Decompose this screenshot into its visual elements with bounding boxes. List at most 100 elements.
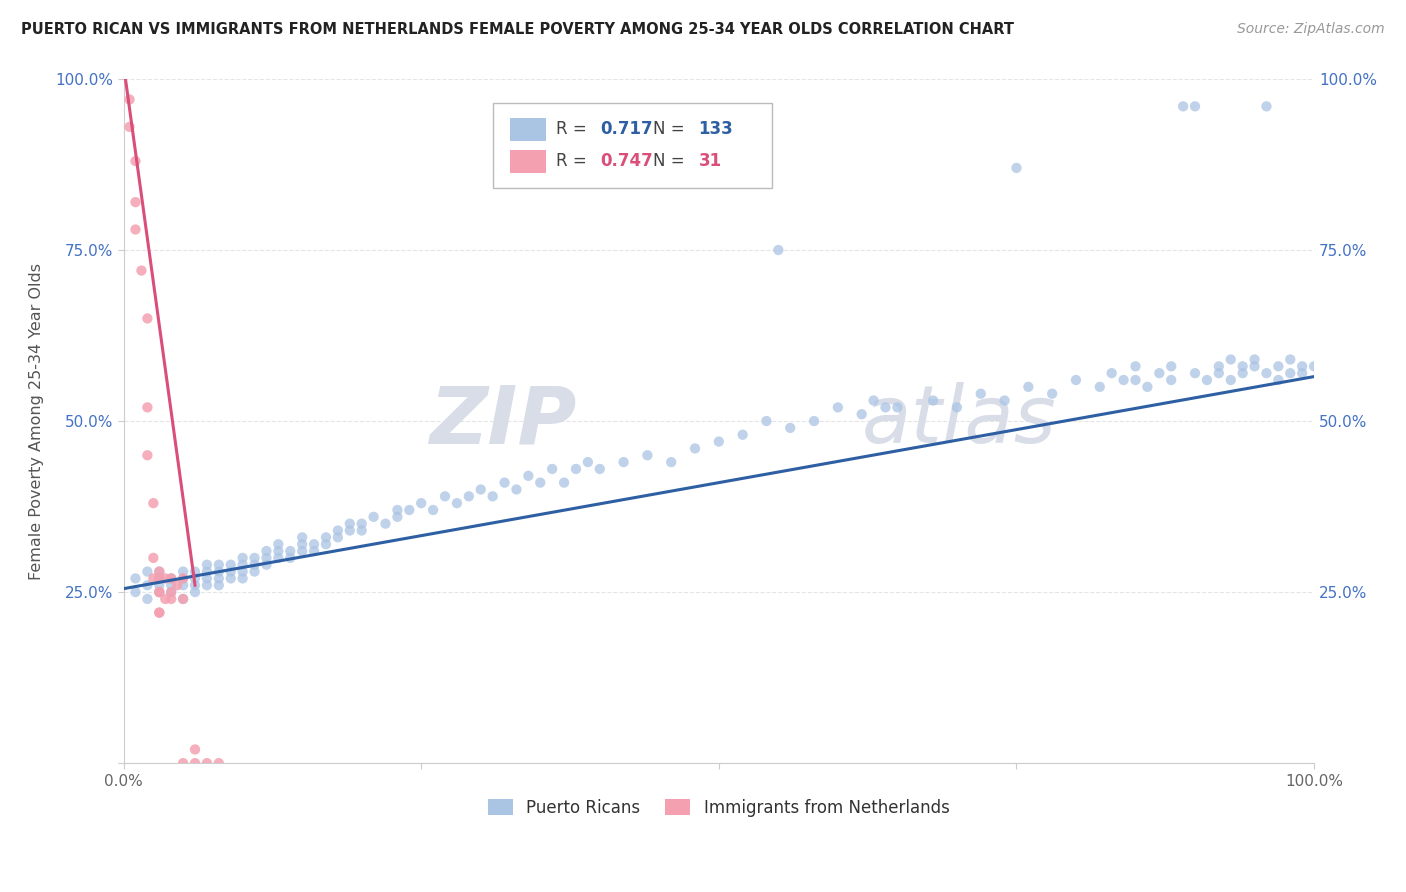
Point xyxy=(613,455,636,469)
Point xyxy=(851,407,873,421)
Point xyxy=(1267,373,1289,387)
Point xyxy=(803,414,825,428)
Point xyxy=(768,243,790,257)
Point xyxy=(267,550,290,565)
Point xyxy=(124,195,146,210)
Text: atlas: atlas xyxy=(862,382,1056,460)
Text: 0.747: 0.747 xyxy=(600,152,652,170)
Point xyxy=(434,489,457,503)
Point xyxy=(160,571,183,585)
Point xyxy=(160,571,183,585)
Point xyxy=(315,530,337,544)
Point xyxy=(1101,366,1123,380)
Point xyxy=(136,311,159,326)
Point xyxy=(731,427,754,442)
Point xyxy=(172,591,194,606)
Point xyxy=(707,434,730,449)
Point xyxy=(148,578,170,592)
Point xyxy=(398,503,420,517)
Point xyxy=(993,393,1015,408)
Point xyxy=(195,565,218,579)
Text: Source: ZipAtlas.com: Source: ZipAtlas.com xyxy=(1237,22,1385,37)
Point xyxy=(148,571,170,585)
Point xyxy=(172,578,194,592)
Point xyxy=(1160,373,1182,387)
Point xyxy=(256,558,278,572)
Point xyxy=(208,558,231,572)
Text: N =: N = xyxy=(654,152,690,170)
Point xyxy=(148,585,170,599)
Point xyxy=(184,742,207,756)
Point xyxy=(470,483,492,497)
Point xyxy=(565,462,588,476)
Point xyxy=(232,565,254,579)
Point xyxy=(886,401,908,415)
Point xyxy=(339,516,361,531)
Point xyxy=(136,401,159,415)
Point xyxy=(457,489,479,503)
Text: R =: R = xyxy=(555,152,592,170)
Point xyxy=(142,496,165,510)
Point xyxy=(1279,352,1302,367)
Point xyxy=(1088,380,1111,394)
Text: N =: N = xyxy=(654,120,690,138)
Point xyxy=(1040,386,1063,401)
Point xyxy=(553,475,575,490)
Point xyxy=(142,571,165,585)
Point xyxy=(1112,373,1135,387)
Point xyxy=(148,585,170,599)
Point xyxy=(148,565,170,579)
Point xyxy=(339,524,361,538)
Point xyxy=(1125,373,1147,387)
Point xyxy=(363,509,385,524)
Point xyxy=(243,550,266,565)
Point xyxy=(124,222,146,236)
Point xyxy=(1005,161,1028,175)
Point xyxy=(291,544,314,558)
Point xyxy=(326,530,349,544)
Text: 31: 31 xyxy=(699,152,721,170)
Point xyxy=(208,571,231,585)
Point xyxy=(184,578,207,592)
Point xyxy=(517,468,540,483)
Point xyxy=(278,544,301,558)
Point xyxy=(172,565,194,579)
Point xyxy=(219,558,242,572)
Y-axis label: Female Poverty Among 25-34 Year Olds: Female Poverty Among 25-34 Year Olds xyxy=(30,262,44,580)
Point xyxy=(267,537,290,551)
Point xyxy=(166,578,188,592)
Point xyxy=(1208,359,1230,374)
Point xyxy=(1279,366,1302,380)
Point xyxy=(256,550,278,565)
Point xyxy=(1219,373,1241,387)
Point xyxy=(124,571,146,585)
Point xyxy=(172,571,194,585)
Point xyxy=(862,393,884,408)
Point xyxy=(195,756,218,771)
Point xyxy=(136,591,159,606)
Point xyxy=(208,756,231,771)
Bar xyxy=(510,150,546,173)
Point xyxy=(827,401,849,415)
Point xyxy=(1243,359,1265,374)
Point xyxy=(1171,99,1194,113)
Point xyxy=(118,120,141,134)
Point xyxy=(1243,352,1265,367)
Point xyxy=(1149,366,1171,380)
FancyBboxPatch shape xyxy=(492,103,772,188)
Point xyxy=(541,462,564,476)
Point xyxy=(1208,366,1230,380)
Point xyxy=(1184,366,1206,380)
Point xyxy=(1136,380,1159,394)
Text: R =: R = xyxy=(555,120,592,138)
Point xyxy=(142,550,165,565)
Point xyxy=(208,565,231,579)
Point xyxy=(232,550,254,565)
Point xyxy=(148,606,170,620)
Point xyxy=(184,756,207,771)
Point xyxy=(875,401,897,415)
Point xyxy=(195,578,218,592)
Point xyxy=(1219,352,1241,367)
Point xyxy=(160,591,183,606)
Point xyxy=(136,578,159,592)
